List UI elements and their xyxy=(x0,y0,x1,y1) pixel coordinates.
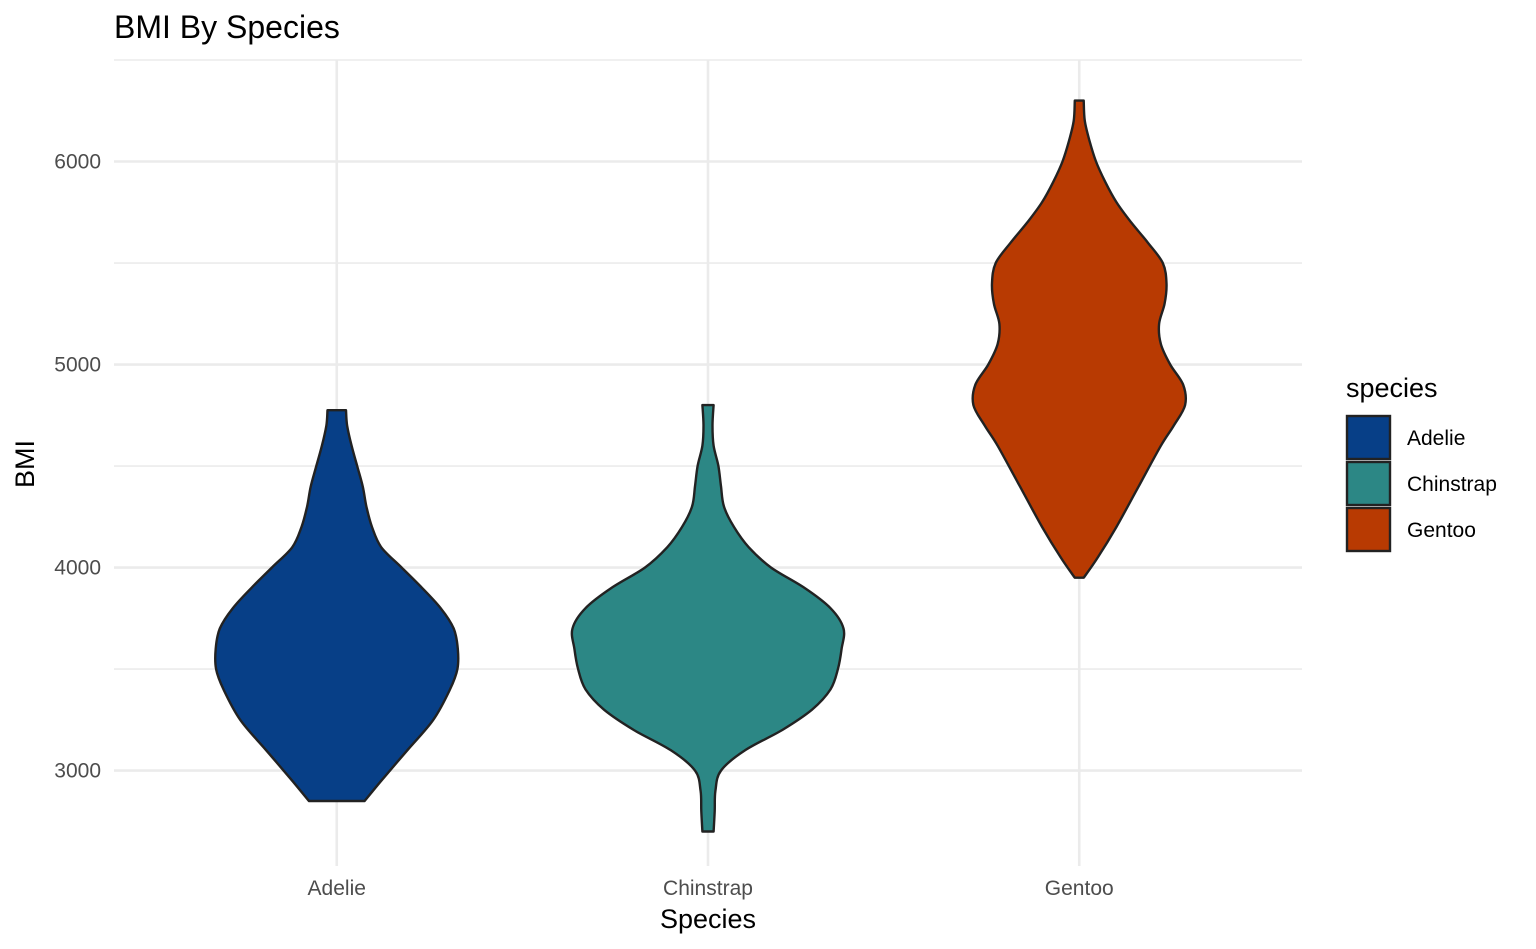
legend-label-gentoo: Gentoo xyxy=(1407,519,1476,542)
y-tick-label: 5000 xyxy=(54,354,101,377)
legend-title: species xyxy=(1346,373,1438,403)
legend-label-adelie: Adelie xyxy=(1407,427,1465,450)
violin-series xyxy=(213,99,1188,833)
y-axis-ticks: 3000 4000 5000 6000 xyxy=(54,151,101,783)
x-tick-label-adelie: Adelie xyxy=(308,877,366,900)
y-tick-label: 3000 xyxy=(54,760,101,783)
x-axis-title: Species xyxy=(660,904,756,934)
x-tick-label-gentoo: Gentoo xyxy=(1045,877,1114,900)
violin-adelie xyxy=(213,409,460,803)
legend-key-adelie xyxy=(1345,414,1392,461)
legend-key-chinstrap xyxy=(1345,460,1392,507)
x-tick-label-chinstrap: Chinstrap xyxy=(663,877,753,900)
violin-chinstrap xyxy=(570,403,846,833)
y-tick-label: 6000 xyxy=(54,151,101,174)
y-tick-label: 4000 xyxy=(54,557,101,580)
legend: species Adelie Chinstrap Gentoo xyxy=(1345,373,1497,553)
x-axis-ticks: Adelie Chinstrap Gentoo xyxy=(308,877,1114,900)
y-axis-title: BMI xyxy=(10,440,40,488)
chart-title: BMI By Species xyxy=(114,9,340,45)
legend-label-chinstrap: Chinstrap xyxy=(1407,473,1497,496)
violin-gentoo xyxy=(971,99,1188,579)
legend-key-gentoo xyxy=(1345,506,1392,553)
